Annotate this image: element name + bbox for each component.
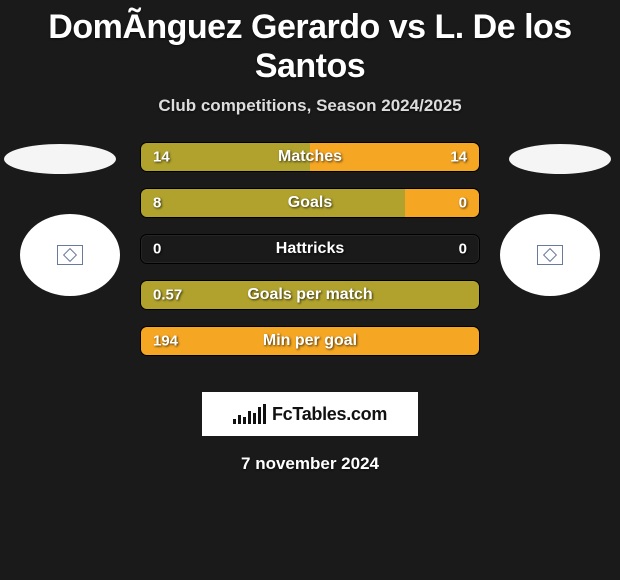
stat-label: Matches xyxy=(278,148,342,166)
stat-value-left: 0.57 xyxy=(153,287,182,304)
stat-label: Goals per match xyxy=(247,286,372,304)
brand-label: FcTables.com xyxy=(272,404,387,425)
right-nation-flag xyxy=(509,144,611,174)
date-text: 7 november 2024 xyxy=(0,454,620,474)
page-title: DomÃ­nguez Gerardo vs L. De los Santos xyxy=(0,0,620,90)
stat-fill-right xyxy=(405,189,479,217)
stat-value-left: 8 xyxy=(153,195,161,212)
stat-label: Min per goal xyxy=(263,332,357,350)
stat-value-right: 0 xyxy=(459,195,467,212)
stat-value-right: 14 xyxy=(450,149,467,166)
stat-value-left: 194 xyxy=(153,333,178,350)
stat-row: 0.57 Goals per match xyxy=(140,280,480,310)
brand-chart-icon xyxy=(233,404,266,424)
player-right-column xyxy=(500,142,620,296)
stat-row: 14 14 Matches xyxy=(140,142,480,172)
left-nation-flag xyxy=(4,144,116,174)
stat-row: 194 Min per goal xyxy=(140,326,480,356)
stat-label: Goals xyxy=(288,194,332,212)
right-club-badge xyxy=(500,214,600,296)
brand-banner[interactable]: FcTables.com xyxy=(202,392,418,436)
placeholder-logo-icon xyxy=(537,245,563,265)
left-club-badge xyxy=(20,214,120,296)
stat-value-left: 14 xyxy=(153,149,170,166)
stat-row: 8 0 Goals xyxy=(140,188,480,218)
stat-label: Hattricks xyxy=(276,240,344,258)
comparison-stage: 14 14 Matches 8 0 Goals 0 0 Hattricks 0.57 Goals p… xyxy=(0,142,620,382)
stat-bars: 14 14 Matches 8 0 Goals 0 0 Hattricks 0.57 Goals p… xyxy=(140,142,480,372)
subtitle: Club competitions, Season 2024/2025 xyxy=(0,96,620,116)
stat-fill-left xyxy=(141,189,405,217)
stat-value-left: 0 xyxy=(153,241,161,258)
stat-value-right: 0 xyxy=(459,241,467,258)
placeholder-logo-icon xyxy=(57,245,83,265)
stat-row: 0 0 Hattricks xyxy=(140,234,480,264)
player-left-column xyxy=(0,142,120,296)
